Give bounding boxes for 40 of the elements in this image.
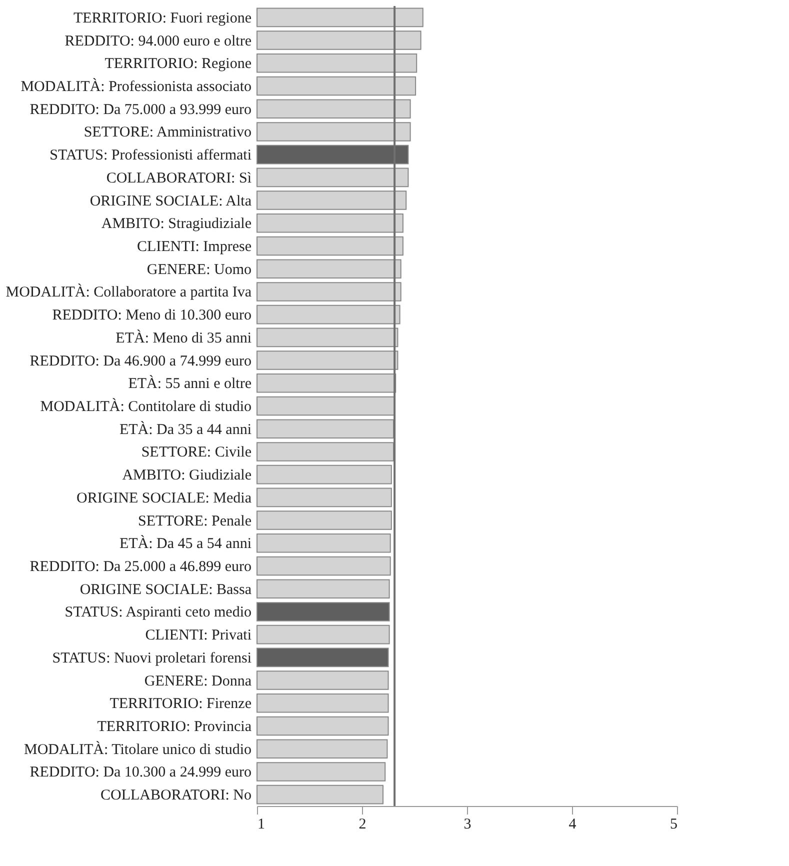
y-tick-label: AMBITO: Stragiudiziale [101, 216, 252, 232]
y-tick-label: MODALITÀ: Contitolare di studio [40, 398, 252, 415]
y-tick-label: CLIENTI: Privati [145, 628, 252, 644]
y-tick-label: SETTORE: Amministrativo [84, 124, 252, 141]
y-tick-label: ORIGINE SOCIALE: Media [76, 490, 252, 506]
y-tick-label: TERRITORIO: Firenze [110, 696, 252, 712]
x-tick-label: 4 [568, 816, 577, 832]
y-tick-label: COLLABORATORI: No [100, 788, 252, 804]
y-tick-label: STATUS: Nuovi proletari forensi [52, 650, 252, 666]
y-tick-label: TERRITORIO: Provincia [97, 719, 252, 735]
y-tick-label: STATUS: Professionisti affermati [50, 148, 252, 164]
y-tick-label: ETÀ: 55 anni e oltre [128, 375, 252, 392]
y-tick-label: ETÀ: Meno di 35 anni [116, 329, 252, 346]
y-tick-label: MODALITÀ: Professionista associato [20, 78, 252, 95]
y-tick-label: ETÀ: Da 45 a 54 anni [119, 535, 252, 552]
x-tick-label: 2 [358, 816, 366, 832]
y-tick-label: ORIGINE SOCIALE: Alta [90, 193, 252, 210]
y-tick-label: REDDITO: 94.000 euro e oltre [64, 33, 252, 50]
y-tick-label: REDDITO: Da 75.000 a 93.999 euro [30, 102, 252, 118]
y-tick-label: ETÀ: Da 35 a 44 anni [119, 420, 252, 438]
y-tick-label: REDDITO: Da 46.900 a 74.999 euro [30, 353, 252, 370]
y-tick-label: ORIGINE SOCIALE: Bassa [80, 582, 252, 598]
y-tick-label: SETTORE: Penale [138, 513, 252, 530]
y-tick-label: REDDITO: Da 10.300 a 24.999 euro [30, 764, 252, 781]
x-tick-label: 3 [464, 816, 472, 832]
y-tick-label: AMBITO: Giudiziale [122, 468, 252, 484]
y-tick-label: GENERE: Donna [144, 673, 252, 690]
y-tick-label: SETTORE: Civile [141, 444, 252, 461]
y-tick-label: CLIENTI: Imprese [136, 239, 252, 255]
y-tick-label: TERRITORIO: Regione [104, 56, 252, 72]
y-tick-label: STATUS: Aspiranti ceto medio [64, 604, 252, 621]
y-tick-label: MODALITÀ: Collaboratore a partita Iva [6, 284, 252, 301]
x-tick-label: 5 [670, 816, 678, 832]
y-tick-label: GENERE: Uomo [146, 262, 252, 278]
y-tick-label: TERRITORIO: Fuori regione [73, 10, 252, 26]
y-tick-label: MODALITÀ: Titolare unico di studio [24, 740, 252, 758]
y-tick-label: REDDITO: Meno di 10.300 euro [52, 308, 252, 324]
y-tick-label: REDDITO: Da 25.000 a 46.899 euro [30, 559, 252, 575]
x-tick-label: 1 [258, 816, 265, 832]
y-tick-label: COLLABORATORI: Sì [106, 170, 252, 186]
